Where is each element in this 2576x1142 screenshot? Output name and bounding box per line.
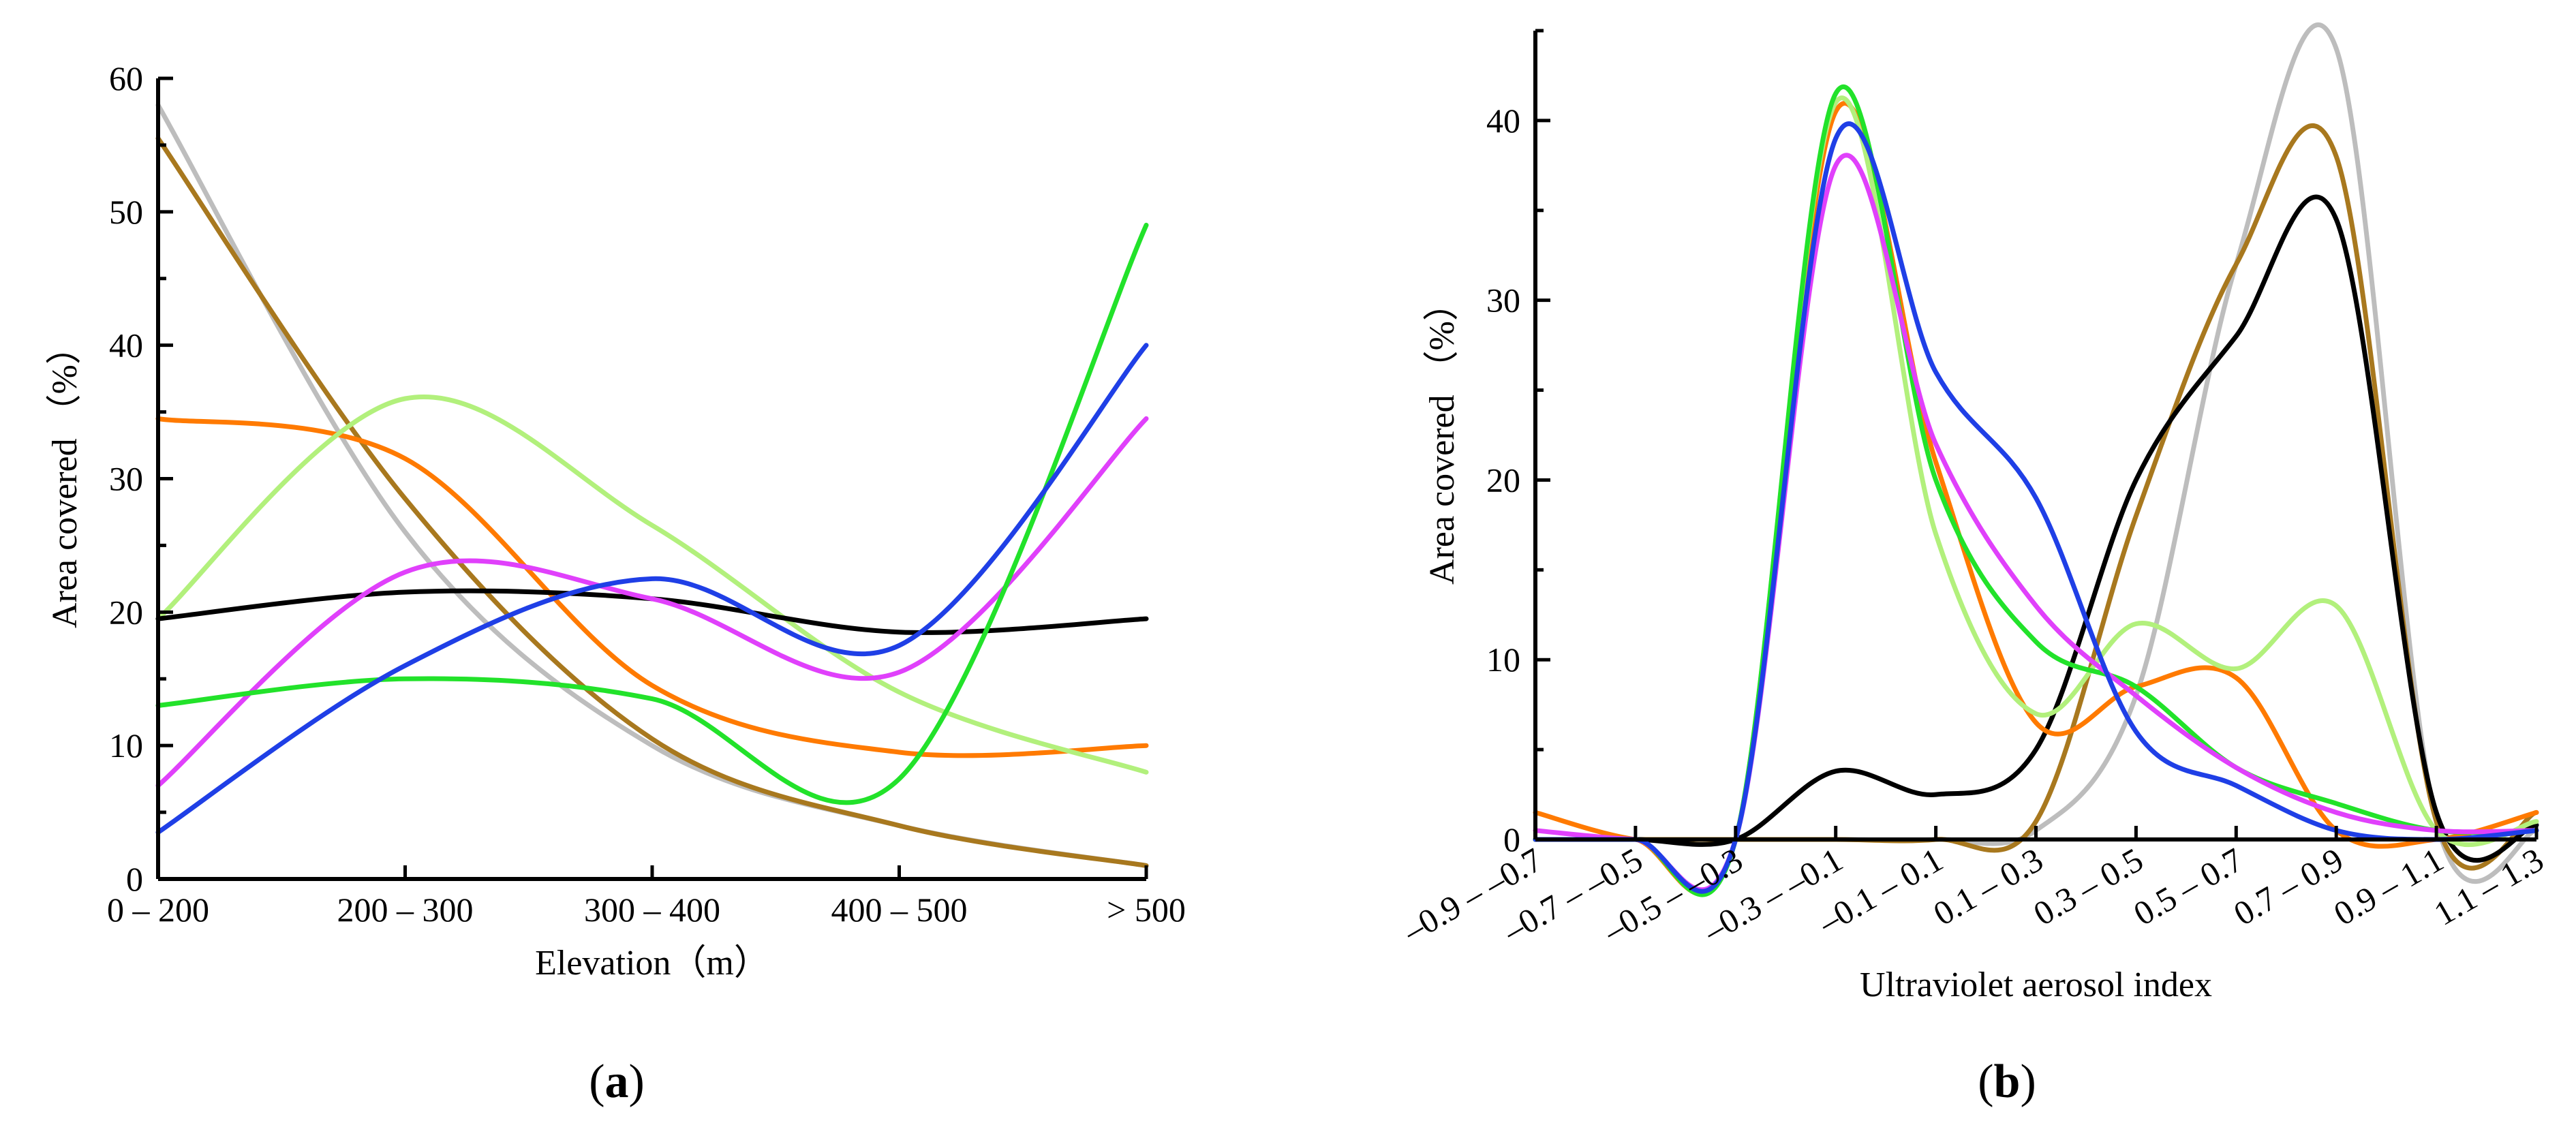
series-line-brown (155, 136, 1149, 868)
panel-label-letter: a (605, 1055, 629, 1108)
x-tick-label: 200 – 300 (337, 891, 474, 929)
y-axis-title: Area covered （%） (46, 329, 85, 628)
series-line-light-green (155, 395, 1149, 775)
y-tick-label: 10 (1486, 641, 1520, 679)
panel-label: (a) (589, 1055, 645, 1108)
panel-label-open-paren: ( (589, 1055, 604, 1108)
x-tick-label: > 500 (1107, 891, 1186, 929)
series-line-blue (155, 343, 1149, 835)
y-tick-label: 20 (109, 593, 143, 631)
y-tick-label: 20 (1486, 461, 1520, 499)
series-line-blue (1533, 121, 2539, 894)
x-tick-label: 0.1 – 0.3 (1927, 840, 2049, 933)
y-tick-label: 30 (1486, 281, 1520, 320)
panel-label-close-paren: ) (2020, 1055, 2036, 1108)
x-axis-title: Elevation（m） (535, 944, 769, 983)
panel-label: (b) (1978, 1055, 2036, 1108)
y-tick-label: 50 (109, 193, 143, 231)
y-tick-label: 40 (109, 326, 143, 365)
x-tick-label: 0.7 – 0.9 (2227, 840, 2350, 933)
series-line-gray (155, 102, 1149, 868)
x-tick-label: 0.9 – 1.1 (2327, 840, 2450, 933)
y-tick-label: 40 (1486, 102, 1520, 140)
y-tick-label: 0 (126, 860, 143, 898)
x-tick-label: 300 – 400 (584, 891, 720, 929)
series-group (1533, 22, 2539, 897)
series-line-green (155, 222, 1149, 805)
panel-label-close-paren: ) (629, 1055, 645, 1108)
y-tick-label: 0 (1503, 820, 1520, 859)
y-tick-label: 60 (109, 59, 143, 97)
series-line-orange (155, 416, 1149, 758)
x-axis-title: Ultraviolet aerosol index (1860, 966, 2212, 1004)
y-tick-label: 30 (109, 460, 143, 498)
x-tick-label: 0.3 – 0.5 (2027, 840, 2149, 933)
y-axis-title: Area covered （%） (1423, 286, 1462, 585)
x-tick-label: 400 – 500 (831, 891, 968, 929)
y-tick-label: 10 (109, 726, 143, 765)
panel-a-chart: 0 10 20 30 40 50 60 0 – 200 200 – 300 300 – 400 40… (46, 59, 1186, 1108)
series-line-black (1533, 194, 2539, 863)
panel-label-open-paren: ( (1978, 1055, 1993, 1108)
series-group (155, 102, 1149, 868)
x-tick-label: 0.5 – 0.7 (2127, 840, 2250, 933)
x-tick-label: 0 – 200 (107, 891, 209, 929)
panel-label-letter: b (1994, 1055, 2021, 1108)
